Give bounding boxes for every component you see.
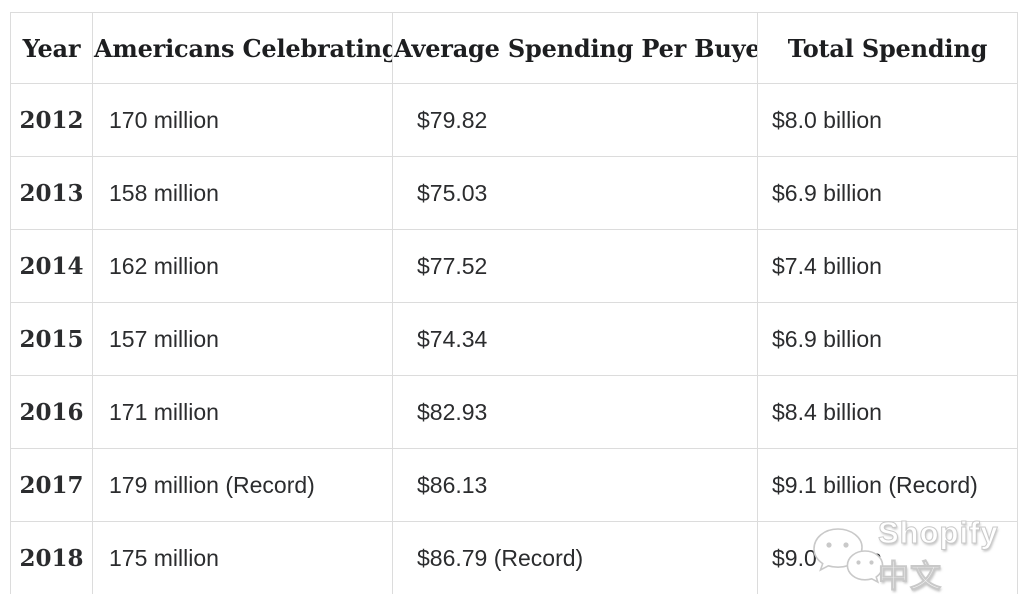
year-cell: 2014 [10, 229, 93, 303]
year-cell: 2013 [10, 156, 93, 230]
column-header-americans-celebrating: Americans Celebrating [92, 12, 393, 84]
year-cell: 2017 [10, 448, 93, 522]
celebrating-cell: 162 million [92, 229, 393, 303]
celebrating-cell: 175 million [92, 521, 393, 594]
celebrating-cell: 158 million [92, 156, 393, 230]
avg-spending-cell: $86.79 (Record) [392, 521, 758, 594]
header-row: Year Americans Celebrating Average Spend… [10, 12, 1018, 84]
celebrating-cell: 170 million [92, 83, 393, 157]
column-header-total-spending: Total Spending [757, 12, 1018, 84]
celebrating-cell: 171 million [92, 375, 393, 449]
avg-spending-cell: $74.34 [392, 302, 758, 376]
celebrating-cell: 179 million (Record) [92, 448, 393, 522]
total-spending-cell: $7.4 billion [757, 229, 1018, 303]
year-cell: 2012 [10, 83, 93, 157]
total-spending-cell: $6.9 billion [757, 302, 1018, 376]
total-spending-cell: $8.4 billion [757, 375, 1018, 449]
total-spending-cell: $9.0 billion [757, 521, 1018, 594]
column-header-year: Year [10, 12, 93, 84]
table-row-2016: 2016 171 million $82.93 $8.4 billion [10, 375, 1018, 449]
total-spending-cell: $6.9 billion [757, 156, 1018, 230]
year-cell: 2016 [10, 375, 93, 449]
table-row-2012: 2012 170 million $79.82 $8.0 billion [10, 83, 1018, 157]
total-spending-cell: $9.1 billion (Record) [757, 448, 1018, 522]
holiday-spending-table: Year Americans Celebrating Average Spend… [10, 12, 1018, 594]
year-cell: 2018 [10, 521, 93, 594]
total-spending-cell: $8.0 billion [757, 83, 1018, 157]
table-row-2017: 2017 179 million (Record) $86.13 $9.1 bi… [10, 448, 1018, 522]
table-row-2015: 2015 157 million $74.34 $6.9 billion [10, 302, 1018, 376]
avg-spending-cell: $79.82 [392, 83, 758, 157]
avg-spending-cell: $75.03 [392, 156, 758, 230]
column-header-average-spending: Average Spending Per Buyer [392, 12, 758, 84]
table-row-2014: 2014 162 million $77.52 $7.4 billion [10, 229, 1018, 303]
avg-spending-cell: $82.93 [392, 375, 758, 449]
avg-spending-cell: $77.52 [392, 229, 758, 303]
year-cell: 2015 [10, 302, 93, 376]
avg-spending-cell: $86.13 [392, 448, 758, 522]
table-row-2013: 2013 158 million $75.03 $6.9 billion [10, 156, 1018, 230]
table-row-2018: 2018 175 million $86.79 (Record) $9.0 bi… [10, 521, 1018, 594]
celebrating-cell: 157 million [92, 302, 393, 376]
